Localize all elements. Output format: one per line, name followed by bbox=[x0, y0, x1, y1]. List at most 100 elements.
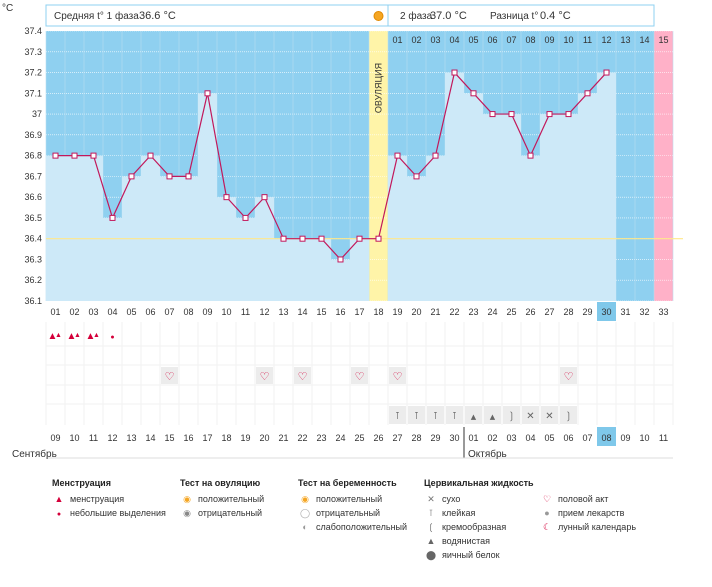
calendar-date-label: 16 bbox=[183, 433, 193, 443]
calendar-date-label: 09 bbox=[620, 433, 630, 443]
cycle-day-label: 33 bbox=[658, 307, 668, 317]
cycle-day-label: 19 bbox=[392, 307, 402, 317]
positive-icon: ◉ bbox=[301, 494, 309, 504]
temperature-points bbox=[52, 69, 610, 263]
intercourse-cell bbox=[351, 367, 368, 384]
temperature-point bbox=[432, 152, 439, 159]
legend-menstruation: Менструация ▲ менструация ● небольшие выде… bbox=[52, 478, 166, 520]
temperature-point bbox=[280, 235, 287, 242]
y-tick-label: 37.3 bbox=[24, 47, 42, 57]
calendar-date-label: 27 bbox=[392, 433, 402, 443]
y-tick-label: 37 bbox=[32, 109, 42, 119]
intercourse-cell bbox=[560, 367, 577, 384]
temperature-point bbox=[527, 152, 534, 159]
cycle-day-label: 10 bbox=[221, 307, 231, 317]
temperature-bar bbox=[502, 114, 521, 301]
creamy-icon: ❳ bbox=[564, 411, 572, 422]
calendar-date-label: 10 bbox=[639, 433, 649, 443]
calendar-date-label: 18 bbox=[221, 433, 231, 443]
egg-white-icon: ⬤ bbox=[425, 550, 437, 560]
heart-icon: ♡ bbox=[393, 371, 403, 383]
temperature-point bbox=[603, 69, 610, 76]
ovulation-column bbox=[369, 31, 388, 301]
post-ovulation-day-label: 05 bbox=[468, 35, 478, 45]
temperature-bar bbox=[293, 238, 312, 301]
calendar-date-label: 11 bbox=[89, 433, 98, 443]
today-highlight bbox=[597, 302, 616, 321]
cycle-day-label: 22 bbox=[449, 307, 459, 317]
legend-item: ◐ слабоположительный bbox=[298, 520, 407, 534]
watery-icon: ▲ bbox=[426, 536, 436, 546]
cycle-day-label: 18 bbox=[373, 307, 383, 317]
fluid-cell bbox=[389, 406, 406, 424]
calendar-date-label: 22 bbox=[297, 433, 307, 443]
cycle-day-label: 23 bbox=[468, 307, 478, 317]
temperature-bar bbox=[426, 155, 445, 301]
watery-icon: ▲ bbox=[471, 413, 477, 421]
legend-other: ♡ половой акт ● прием лекарств ☾ лунный кал… bbox=[540, 492, 636, 534]
temperature-bar bbox=[312, 238, 331, 301]
cycle-day-label: 27 bbox=[544, 307, 554, 317]
symptom-row-bg bbox=[46, 323, 677, 341]
cycle-day-label: 06 bbox=[145, 307, 155, 317]
temperature-point bbox=[489, 111, 496, 118]
sun-icon bbox=[373, 11, 384, 21]
phase1-value: 36.6 °C bbox=[139, 10, 176, 22]
temperature-series bbox=[55, 71, 607, 261]
fluid-cell bbox=[446, 406, 463, 424]
cycle-day-label: 30 bbox=[601, 307, 611, 317]
legend-heading: Тест на беременность bbox=[298, 478, 397, 488]
legend-item: ☾ лунный календарь bbox=[540, 520, 636, 534]
temperature-point bbox=[166, 173, 173, 180]
temperature-bar bbox=[597, 72, 616, 302]
legend-item: ● прием лекарств bbox=[540, 506, 636, 520]
y-tick-label: 36.9 bbox=[24, 130, 42, 140]
calendar-date-label: 11 bbox=[659, 433, 668, 443]
negative-icon: ◯ bbox=[299, 508, 311, 518]
post-ovulation-day-label: 15 bbox=[658, 35, 668, 45]
temperature-point bbox=[451, 69, 458, 76]
symptom-rows: ▲▲ ▲▲ ▲▲ ●♡ ♡ ♡ ♡ ♡ ♡⊺ ⊺ ⊺ ⊺ ▲ ▲ ❳ ✕ ✕ ❳ bbox=[45, 322, 677, 425]
today-date-highlight bbox=[597, 427, 616, 446]
dry-icon: ✕ bbox=[545, 411, 553, 422]
y-tick-label: 37.1 bbox=[24, 88, 42, 98]
cycle-day-label: 15 bbox=[316, 307, 326, 317]
cycle-day-label: 12 bbox=[259, 307, 269, 317]
cycle-day-label: 28 bbox=[563, 307, 573, 317]
temperature-point bbox=[52, 152, 59, 159]
calendar-date-label: 28 bbox=[411, 433, 421, 443]
temperature-bar bbox=[274, 238, 293, 301]
calendar-date-label: 12 bbox=[107, 433, 117, 443]
temperature-point bbox=[546, 111, 553, 118]
heart-icon: ♡ bbox=[542, 494, 552, 504]
fluid-cell bbox=[560, 406, 577, 424]
temperature-point bbox=[128, 173, 135, 180]
y-tick-label: 36.5 bbox=[24, 213, 42, 223]
dry-icon: ✕ bbox=[526, 411, 534, 422]
month-label: Сентябрь bbox=[12, 448, 57, 460]
calendar-date-label: 17 bbox=[202, 433, 212, 443]
temperature-point bbox=[375, 235, 382, 242]
cycle-day-label: 29 bbox=[582, 307, 592, 317]
temperature-point bbox=[109, 214, 116, 221]
temperature-point bbox=[147, 152, 154, 159]
sticky-icon: ⊺ bbox=[428, 508, 434, 518]
y-tick-label: 36.4 bbox=[24, 234, 42, 244]
post-ovulation-day-label: 07 bbox=[506, 35, 516, 45]
pill-icon: ● bbox=[544, 508, 550, 518]
temperature-bar bbox=[578, 93, 597, 301]
phase1-label: Средняя t° 1 фаза bbox=[54, 10, 139, 22]
negative-icon: ◉ bbox=[183, 508, 191, 518]
heart-icon: ♡ bbox=[564, 371, 574, 383]
legend-item: ◉ положительный bbox=[298, 492, 407, 506]
cycle-day-label: 25 bbox=[506, 307, 516, 317]
symptom-row-bg bbox=[46, 386, 677, 404]
temperature-point bbox=[413, 173, 420, 180]
post-ovulation-day-label: 06 bbox=[487, 35, 497, 45]
phase2-value: 37.0 °C bbox=[430, 10, 467, 22]
calendar-date-label: 14 bbox=[145, 433, 155, 443]
calendar-date-label: 07 bbox=[582, 433, 592, 443]
symptom-row-bg bbox=[46, 347, 677, 365]
menstruation-icon: ▲ bbox=[74, 332, 81, 339]
